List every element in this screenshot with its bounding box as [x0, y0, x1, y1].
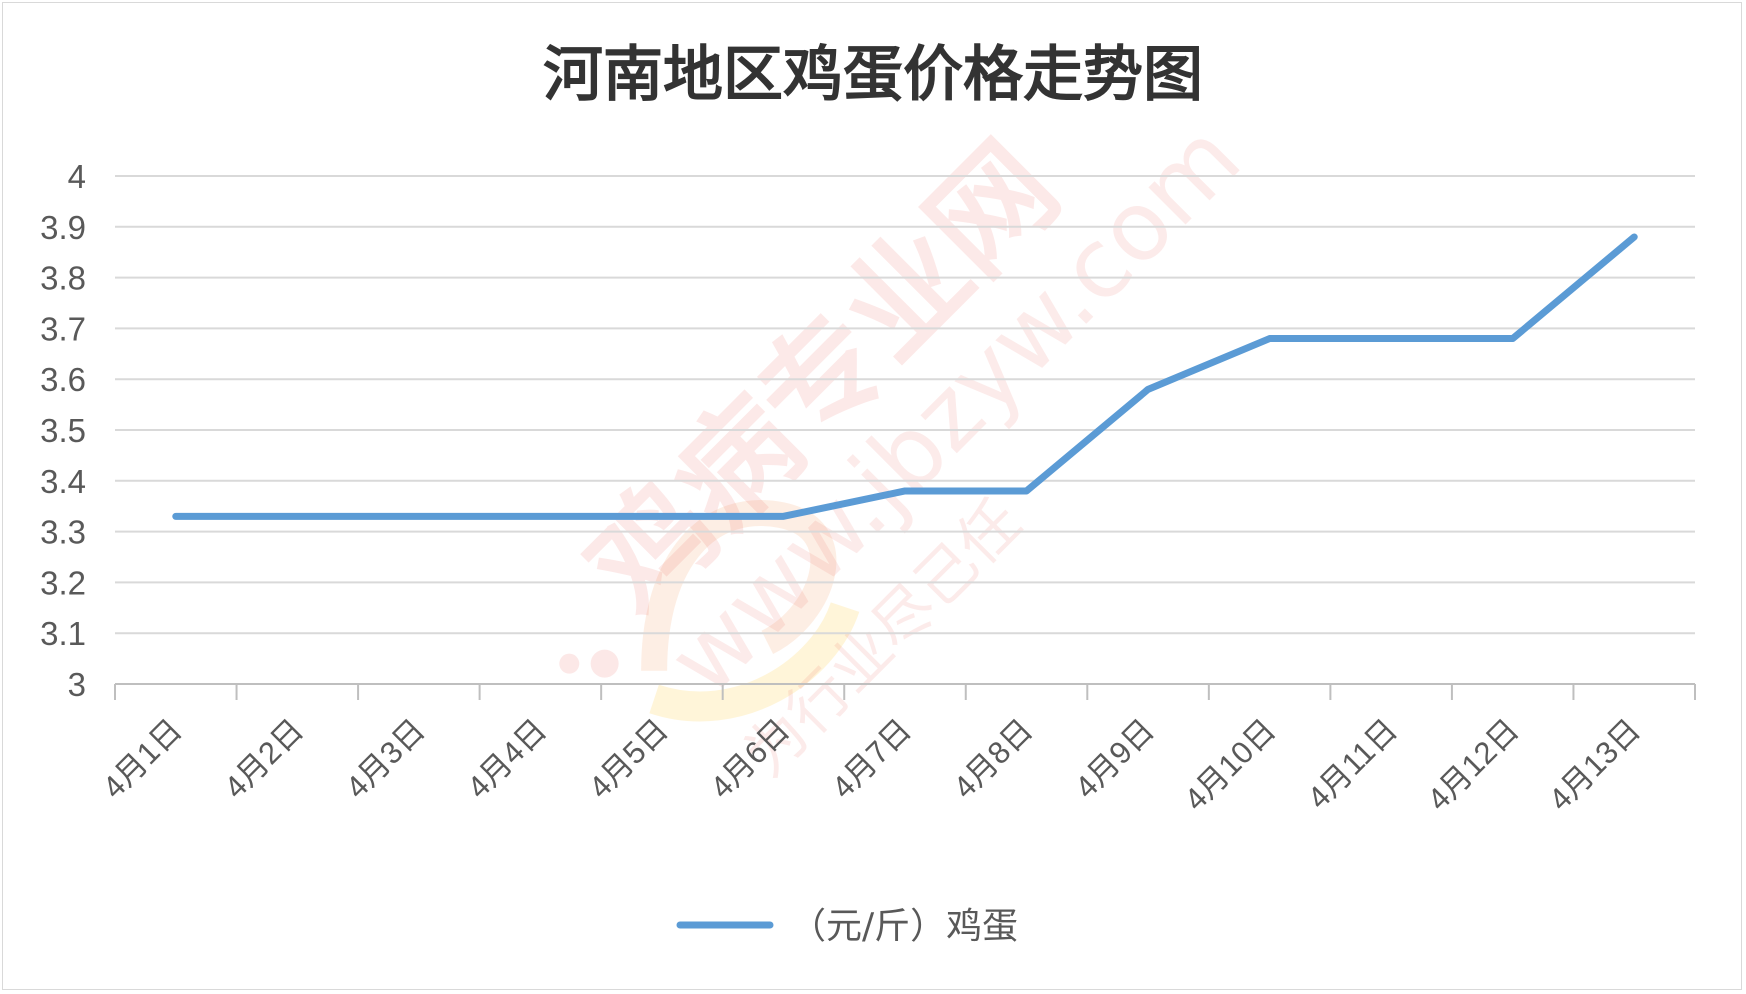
y-tick-label: 3.8 — [40, 260, 86, 297]
series-group — [172, 233, 1638, 520]
legend: （元/斤）鸡蛋 — [676, 906, 1018, 947]
y-tick-label: 3.9 — [40, 209, 86, 246]
x-tick-label: 4月11日 — [1301, 712, 1405, 816]
x-tick-label: 4月10日 — [1177, 712, 1282, 817]
legend-label: （元/斤）鸡蛋 — [790, 906, 1018, 947]
watermark: 鸡病专业网 www.jbzyw.com 为行业尽己任 — [559, 102, 1262, 791]
x-tick-label: 4月4日 — [460, 712, 553, 805]
y-tick-label: 3.2 — [40, 564, 86, 601]
y-tick-label: 3.3 — [40, 514, 86, 551]
y-tick-label: 3.1 — [40, 615, 86, 652]
x-tick-label: 4月12日 — [1420, 712, 1525, 817]
y-tick-label: 3.5 — [40, 412, 86, 449]
x-tick-label: 4月13日 — [1542, 712, 1647, 817]
y-tick-label: 3.4 — [40, 463, 86, 500]
x-tick-label: 4月9日 — [1068, 712, 1161, 805]
x-tick-label: 4月1日 — [96, 712, 189, 805]
y-tick-label: 3.7 — [40, 310, 86, 347]
y-tick-label: 3 — [68, 666, 86, 703]
x-axis: 4月1日 4月2日 4月3日 4月4日 4月5日 4月6日 4月7日 4月8日 4月9日 4月10… — [96, 683, 1696, 817]
y-tick-label: 3.6 — [40, 361, 86, 398]
chart-title: 河南地区鸡蛋价格走势图 — [543, 40, 1203, 110]
x-tick-label: 4月2日 — [217, 712, 310, 805]
x-tick-label: 4月3日 — [339, 712, 432, 805]
y-tick-label: 4 — [68, 158, 86, 195]
gridlines — [115, 175, 1695, 635]
x-tick-label: 4月8日 — [947, 712, 1040, 805]
x-tick-label: 4月5日 — [582, 712, 675, 805]
y-axis: 3 3.1 3.2 3.3 3.4 3.5 3.6 3.7 3.8 3.9 4 — [40, 158, 86, 703]
